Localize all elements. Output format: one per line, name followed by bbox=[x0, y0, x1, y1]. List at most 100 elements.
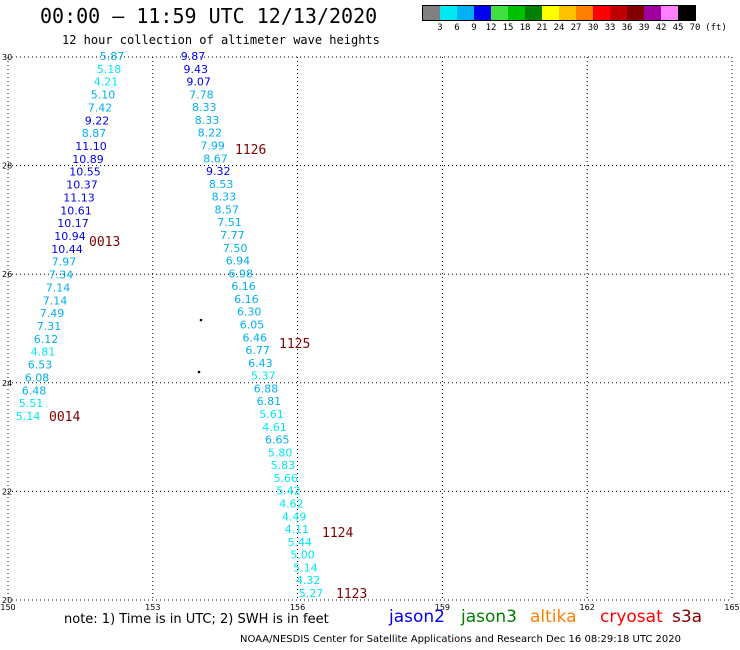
wave-height-color-legend: 3 6 9 12 15 18 21 24 27 30 33 36 39 42 45 70 (ft) bbox=[422, 5, 727, 35]
wave-height-value: 7.14 bbox=[46, 281, 71, 294]
wave-height-value: 4.62 bbox=[279, 498, 304, 511]
wave-height-value: 7.14 bbox=[43, 294, 68, 307]
lat-tick-label: 26 bbox=[2, 270, 12, 279]
track-a-values: 5.875.184.215.107.429.228.8711.1010.8910… bbox=[16, 50, 125, 423]
wave-height-value: 8.53 bbox=[209, 178, 234, 191]
credit-line: NOAA/NESDIS Center for Satellite Applica… bbox=[240, 634, 682, 645]
legend-swatch bbox=[644, 6, 661, 20]
legend-label: 70 bbox=[689, 23, 701, 33]
wave-height-value: 6.98 bbox=[229, 267, 254, 280]
wave-height-value: 7.78 bbox=[189, 88, 214, 101]
wave-height-value: 5.66 bbox=[273, 472, 298, 485]
track-time-labels: 0013 0014 1126 1125 1124 1123 bbox=[49, 143, 367, 602]
wave-height-value: 7.99 bbox=[200, 140, 225, 153]
wave-height-value: 7.50 bbox=[223, 242, 248, 255]
wave-height-value: 9.22 bbox=[85, 114, 110, 127]
legend-swatch bbox=[576, 6, 593, 20]
legend-label: 42 bbox=[655, 23, 667, 33]
lat-tick-label: 20 bbox=[2, 596, 12, 605]
wave-height-value: 5.27 bbox=[299, 587, 324, 600]
wave-height-value: 6.30 bbox=[237, 306, 262, 319]
map-subtitle: 12 hour collection of altimeter wave hei… bbox=[62, 33, 380, 47]
wave-height-value: 6.05 bbox=[240, 319, 265, 332]
wave-height-value: 4.11 bbox=[285, 523, 310, 536]
wave-height-value: 7.51 bbox=[217, 216, 242, 229]
wave-height-value: 8.22 bbox=[198, 127, 223, 140]
note-text: note: 1) Time is in UTC; 2) SWH is in fe… bbox=[64, 612, 329, 627]
wave-height-value: 7.49 bbox=[40, 307, 65, 320]
legend-label: 36 bbox=[621, 23, 633, 33]
wave-height-value: 5.87 bbox=[100, 50, 125, 63]
island-dot bbox=[199, 318, 203, 322]
wave-height-value: 7.34 bbox=[49, 269, 74, 282]
wave-height-value: 5.83 bbox=[271, 459, 296, 472]
wave-height-value: 11.10 bbox=[75, 140, 107, 153]
wave-height-value: 10.17 bbox=[57, 217, 89, 230]
legend-label: 27 bbox=[570, 23, 582, 33]
color-legend-labels: 3 6 9 12 15 18 21 24 27 30 33 36 39 42 45 70 (ft) bbox=[422, 21, 727, 35]
legend-label: 24 bbox=[553, 23, 565, 33]
map-title: 00:00 – 11:59 UTC 12/13/2020 bbox=[40, 4, 378, 28]
legend-label: 3 bbox=[437, 23, 443, 33]
lon-tick-label: 150 bbox=[0, 603, 15, 612]
track-b-values: 9.879.439.077.788.338.338.227.998.679.32… bbox=[181, 50, 324, 600]
wave-height-value: 6.16 bbox=[231, 280, 256, 293]
satellite-legend-jason2: jason2 bbox=[389, 607, 445, 627]
legend-label: 15 bbox=[502, 23, 514, 33]
wave-height-value: 4.81 bbox=[31, 346, 56, 359]
lon-tick-label: 162 bbox=[580, 603, 595, 612]
wave-height-value: 9.32 bbox=[206, 165, 231, 178]
satellite-legend-altika: altika bbox=[530, 607, 577, 627]
legend-label: 18 bbox=[519, 23, 531, 33]
wave-height-value: 6.08 bbox=[25, 371, 50, 384]
lon-tick-label: 156 bbox=[290, 603, 305, 612]
wave-height-value: 6.94 bbox=[226, 255, 251, 268]
satellite-legend-cryosat: cryosat bbox=[600, 607, 663, 627]
lat-tick-label: 24 bbox=[2, 379, 12, 388]
wave-height-value: 8.33 bbox=[192, 101, 217, 114]
wave-height-value: 7.97 bbox=[52, 256, 77, 269]
wave-height-value: 6.16 bbox=[234, 293, 259, 306]
legend-swatch bbox=[474, 6, 491, 20]
wave-height-value: 7.31 bbox=[37, 320, 62, 333]
wave-height-value: 7.42 bbox=[88, 101, 113, 114]
wave-height-value: 5.42 bbox=[276, 485, 301, 498]
legend-label: 30 bbox=[587, 23, 599, 33]
legend-label: 12 bbox=[485, 23, 497, 33]
legend-swatch bbox=[508, 6, 525, 20]
wave-height-value: 5.00 bbox=[290, 549, 315, 562]
legend-swatch bbox=[423, 6, 440, 20]
wave-height-value: 5.80 bbox=[268, 446, 293, 459]
wave-height-value: 6.81 bbox=[257, 395, 282, 408]
legend-label: 21 bbox=[536, 23, 548, 33]
legend-swatch bbox=[678, 6, 695, 20]
lat-tick-label: 28 bbox=[2, 162, 12, 171]
legend-swatch bbox=[440, 6, 457, 20]
legend-label: 45 bbox=[672, 23, 684, 33]
legend-swatch bbox=[661, 6, 678, 20]
wave-height-value: 10.37 bbox=[66, 179, 98, 192]
wave-height-value: 11.13 bbox=[63, 191, 95, 204]
legend-swatch bbox=[491, 6, 508, 20]
legend-label: 9 bbox=[471, 23, 477, 33]
island-dot bbox=[197, 370, 201, 374]
legend-swatch bbox=[610, 6, 627, 20]
wave-height-value: 5.61 bbox=[259, 408, 284, 421]
legend-swatch bbox=[593, 6, 610, 20]
lat-lon-grid bbox=[7, 56, 733, 601]
pass-time-label: 1125 bbox=[279, 337, 310, 352]
wave-height-value: 5.44 bbox=[288, 536, 313, 549]
wave-height-value: 5.14 bbox=[293, 561, 318, 574]
lat-tick-label: 30 bbox=[2, 53, 12, 62]
wave-height-value: 7.77 bbox=[220, 229, 245, 242]
wave-height-value: 10.44 bbox=[51, 243, 83, 256]
wave-height-value: 10.55 bbox=[69, 166, 101, 179]
wave-height-value: 9.43 bbox=[184, 63, 209, 76]
color-legend-swatches bbox=[422, 5, 696, 21]
legend-swatch bbox=[559, 6, 576, 20]
wave-height-value: 8.33 bbox=[195, 114, 220, 127]
wave-height-value: 4.49 bbox=[282, 510, 307, 523]
legend-swatch bbox=[457, 6, 474, 20]
wave-height-value: 5.37 bbox=[251, 370, 276, 383]
